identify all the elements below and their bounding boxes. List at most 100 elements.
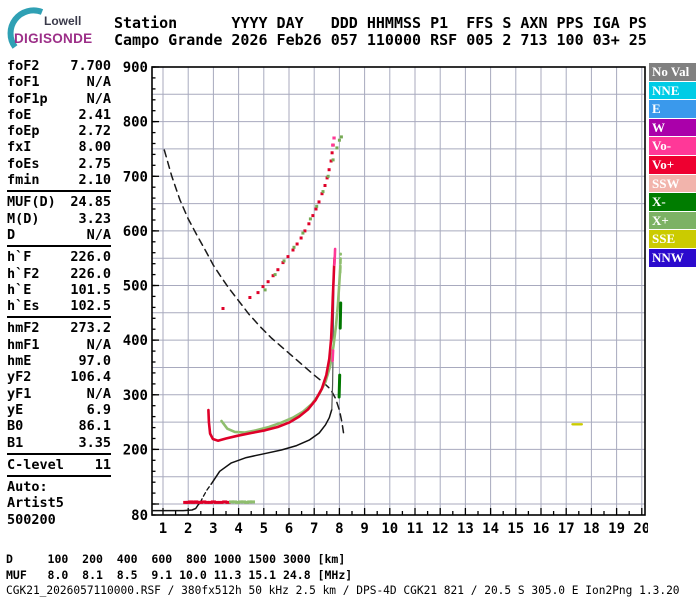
param-value: 2.10 xyxy=(78,172,111,189)
freq-tick-label: 4 xyxy=(234,521,242,537)
param-separator xyxy=(7,316,111,319)
param-separator xyxy=(7,190,111,193)
second-hop-o xyxy=(256,291,260,295)
second-hop-o xyxy=(281,261,285,265)
param-row: foF1p N/A xyxy=(7,91,111,107)
param-value: N/A xyxy=(86,74,111,91)
es-o-trace xyxy=(213,500,219,504)
param-value: N/A xyxy=(86,336,111,353)
height-tick-label: 500 xyxy=(123,279,148,295)
doppler-direction-legend: No Val NNE E W Vo- Vo+ SSW X- X+ SSE NNW xyxy=(649,63,696,268)
param-label: Artist5 xyxy=(7,495,64,512)
param-value: 86.1 xyxy=(78,418,111,435)
freq-tick-label: 17 xyxy=(558,521,575,537)
height-tick-label: 700 xyxy=(123,169,148,185)
height-tick-label: 900 xyxy=(123,60,148,76)
second-hop-x xyxy=(263,288,267,292)
x-trace-top-dashes xyxy=(338,252,342,274)
es-x-trace xyxy=(247,500,253,504)
stray-o-dots xyxy=(221,307,225,310)
param-row: h`Es 102.5 xyxy=(7,298,111,314)
param-row: M(D) 3.23 xyxy=(7,211,111,227)
height-tick-label: 600 xyxy=(123,224,148,240)
second-hop-x xyxy=(273,273,277,277)
param-label: h`E xyxy=(7,281,32,298)
lowell-digisonde-logo: Lowell DIGISONDE xyxy=(4,5,116,55)
freq-tick-label: 7 xyxy=(310,521,318,537)
second-hop-o xyxy=(276,268,280,272)
es-x-trace xyxy=(250,500,255,504)
param-label: hmF2 xyxy=(7,320,40,337)
param-row: foE 2.41 xyxy=(7,107,111,123)
param-label: fxI xyxy=(7,139,32,156)
param-row: fmin 2.10 xyxy=(7,172,111,188)
param-label: B0 xyxy=(7,418,24,435)
second-hop-o xyxy=(329,159,333,163)
param-value: 24.85 xyxy=(70,194,111,211)
es-o-trace xyxy=(218,500,224,504)
legend-item-vo-: Vo- xyxy=(649,137,696,155)
es-x-trace xyxy=(238,500,244,504)
param-row: Auto: xyxy=(7,479,111,495)
second-hop-o xyxy=(327,168,331,172)
param-row: yF1 N/A xyxy=(7,386,111,402)
freq-tick-label: 3 xyxy=(209,521,217,537)
param-row: yE 6.9 xyxy=(7,402,111,418)
freq-tick-label: 8 xyxy=(335,521,343,537)
param-value: 97.0 xyxy=(78,353,111,370)
param-label: foF2 xyxy=(7,58,40,74)
param-row: D N/A xyxy=(7,227,111,243)
param-value: 2.72 xyxy=(78,123,111,140)
param-label: MUF(D) xyxy=(7,194,56,211)
header-field-values: Campo Grande 2026 Feb26 057 110000 RSF 0… xyxy=(114,31,647,49)
second-hop-x xyxy=(282,259,286,263)
param-label: h`F xyxy=(7,249,32,266)
second-hop-x xyxy=(321,190,325,194)
second-hop-o xyxy=(266,280,270,284)
freq-tick-label: 14 xyxy=(482,521,499,537)
param-row: foEs 2.75 xyxy=(7,156,111,172)
freq-tick-label: 18 xyxy=(583,521,600,537)
legend-item-nnw: NNW xyxy=(649,248,696,267)
param-row: foF1 N/A xyxy=(7,74,111,90)
second-hop-pink xyxy=(332,136,336,140)
param-value: 102.5 xyxy=(70,298,111,315)
second-hop-x xyxy=(301,231,305,235)
param-label: 500200 xyxy=(7,511,56,528)
second-hop-pink xyxy=(331,143,335,147)
x-trace-dark-segment-2 xyxy=(338,301,343,330)
param-row: fxI 8.00 xyxy=(7,139,111,155)
legend-item-e: E xyxy=(649,100,696,118)
param-row: C-level 11 xyxy=(7,457,111,473)
height-tick-label: 800 xyxy=(123,115,148,131)
param-row: hmF2 273.2 xyxy=(7,320,111,336)
legend-item-noval: No Val xyxy=(649,63,696,81)
param-row: h`E 101.5 xyxy=(7,282,111,298)
second-hop-o xyxy=(320,192,324,196)
second-hop-o xyxy=(291,248,295,252)
es-x-trace xyxy=(229,500,234,504)
param-row: MUF(D) 24.85 xyxy=(7,194,111,210)
param-label: M(D) xyxy=(7,210,40,227)
legend-item-vo+: Vo+ xyxy=(649,155,696,174)
second-hop-o xyxy=(314,207,318,211)
es-o-trace xyxy=(207,500,213,504)
second-hop-o xyxy=(303,229,307,233)
param-value: N/A xyxy=(86,226,111,243)
param-row: B0 86.1 xyxy=(7,418,111,434)
o-trace-pink-mid xyxy=(331,349,335,363)
height-tick-label: 200 xyxy=(123,442,148,458)
logo-lowell-text: Lowell xyxy=(44,14,81,28)
es-o-trace xyxy=(190,500,196,504)
second-hop-o xyxy=(295,242,299,246)
second-hop-o xyxy=(286,255,290,259)
param-value: N/A xyxy=(86,385,111,402)
param-value: 6.9 xyxy=(86,401,111,418)
height-tick-label: 300 xyxy=(123,388,148,404)
param-value: 7.700 xyxy=(70,58,111,74)
x-trace xyxy=(220,264,342,434)
second-hop-o xyxy=(271,274,275,278)
param-row: h`F 226.0 xyxy=(7,249,111,265)
second-hop-x xyxy=(339,135,343,139)
